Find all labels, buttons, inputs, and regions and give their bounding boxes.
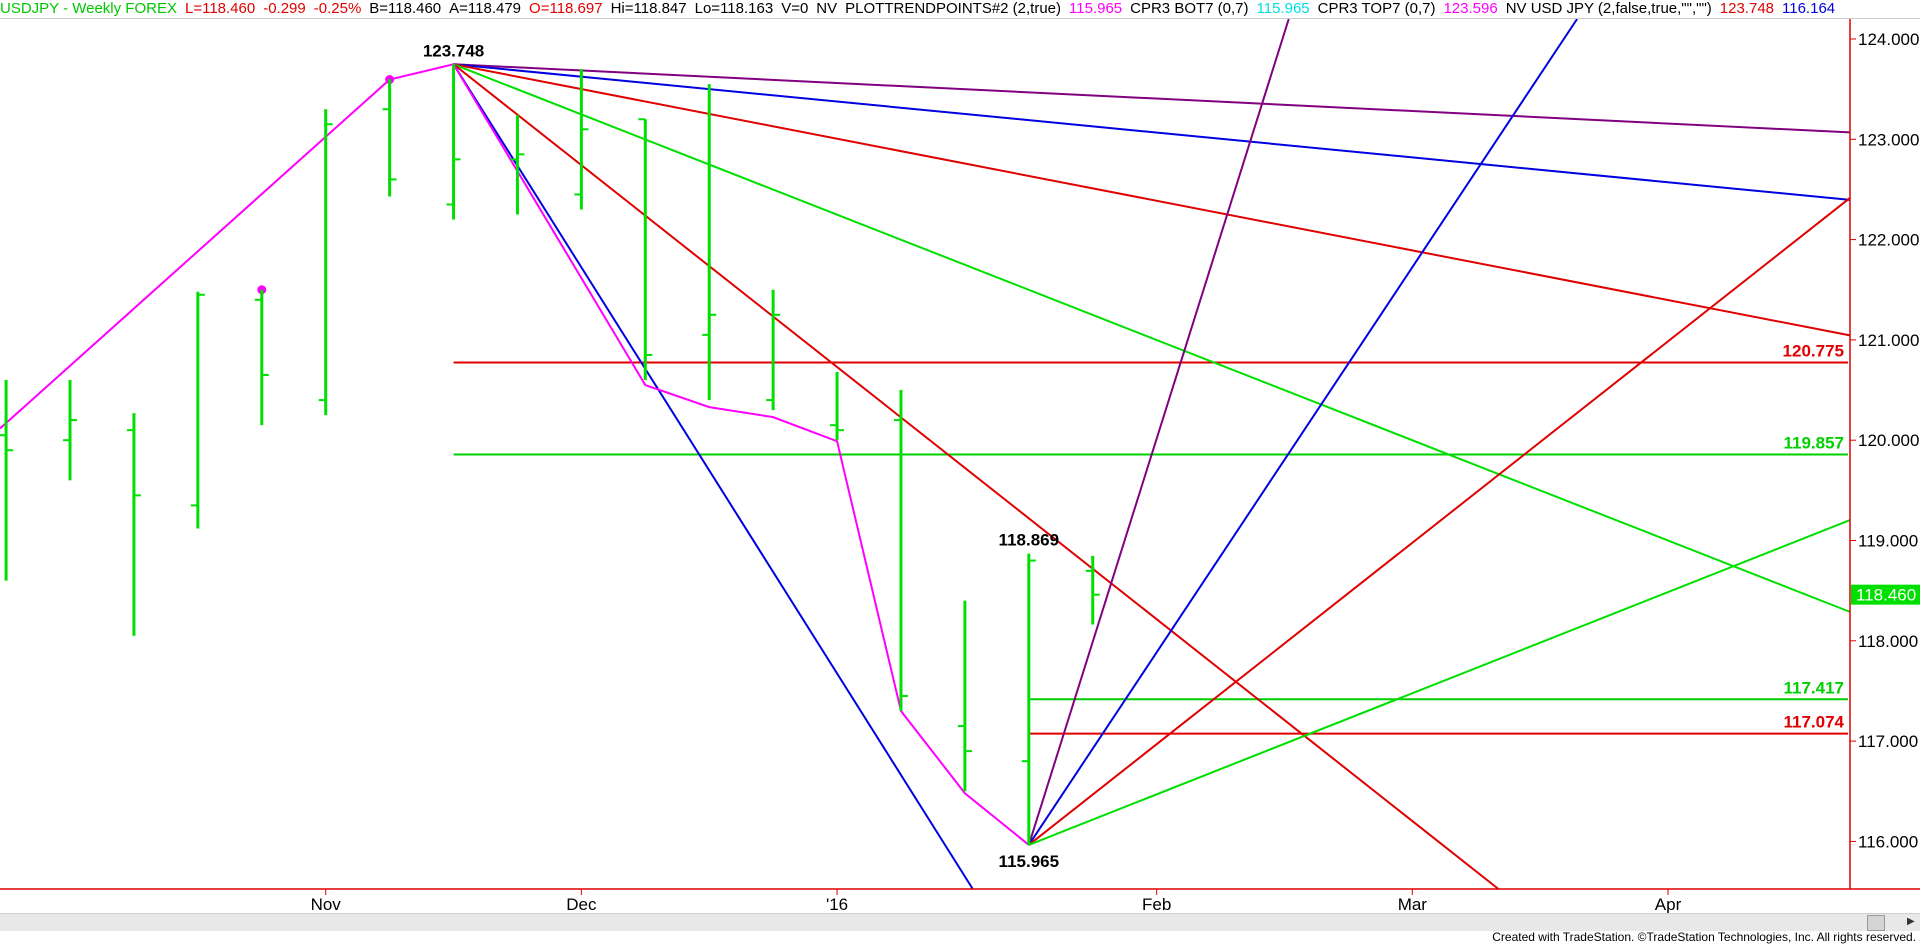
level-label: 119.857: [1783, 434, 1844, 453]
level-label: 117.417: [1783, 678, 1844, 697]
price-tick-label: 121.000: [1858, 331, 1919, 350]
header-item: NV USD JPY (2,false,true,"",""): [1505, 0, 1712, 17]
header-item: A=118.479: [449, 0, 522, 17]
price-annotation: 115.965: [999, 852, 1060, 871]
trendline: [1028, 519, 1851, 846]
trendline: [453, 63, 1851, 201]
price-tick-label: 116.000: [1858, 832, 1918, 851]
trendline: [1027, 18, 1290, 846]
price-annotation: 123.748: [423, 41, 484, 60]
price-tick-label: 124.000: [1858, 30, 1919, 49]
time-tick-label: Apr: [1655, 895, 1682, 913]
header-item: -0.25%: [313, 0, 362, 17]
time-tick-label: Mar: [1398, 895, 1428, 913]
header-item: Lo=118.163: [694, 0, 774, 17]
footer-copyright: Created with TradeStation. ©TradeStation…: [1492, 930, 1916, 944]
price-tick-label: 123.000: [1858, 130, 1919, 149]
trendline: [453, 63, 1851, 134]
trendline: [452, 63, 1500, 890]
header-item: 115.965: [1256, 0, 1310, 17]
header-item: B=118.460: [369, 0, 442, 17]
header-item: 115.965: [1069, 0, 1123, 17]
price-tick-label: 122.000: [1858, 231, 1919, 250]
scroll-right-arrow-icon[interactable]: ▶: [1907, 916, 1915, 927]
trendline: [1028, 197, 1851, 846]
price-tick-label: 117.000: [1858, 732, 1918, 751]
header-item: -0.299: [263, 0, 306, 17]
time-tick-label: Nov: [311, 895, 342, 913]
horizontal-scrollbar[interactable]: ▶: [0, 913, 1920, 931]
price-tick-label: 120.000: [1858, 431, 1919, 450]
header-item: 123.748: [1719, 0, 1775, 17]
header-item: L=118.460: [184, 0, 256, 17]
price-tick-label: 119.000: [1858, 532, 1918, 551]
header-item: CPR3 BOT7 (0,7): [1130, 0, 1249, 17]
price-chart[interactable]: 124.000 123.000 122.000 121.000 120.000 119.0…: [0, 0, 1920, 913]
header-item: NV: [816, 0, 838, 17]
header-item: Hi=118.847: [610, 0, 687, 17]
trendline: [452, 63, 974, 890]
header-item: PLOTTRENDPOINTS#2 (2,true): [845, 0, 1062, 17]
header-item: USDJPY - Weekly FOREX: [0, 0, 177, 17]
trendline: [453, 63, 1851, 337]
time-tick-label: Dec: [566, 895, 597, 913]
price-annotation: 118.869: [999, 531, 1060, 550]
chart-header-legend: USDJPY - Weekly FOREX L=118.460 -0.299 -0.2…: [0, 0, 1920, 19]
time-tick-label: '16: [826, 895, 848, 913]
trendline: [1027, 18, 1578, 846]
scrollbar-thumb[interactable]: [1867, 915, 1885, 931]
trend-points-line: [0, 63, 1030, 846]
level-label: 117.074: [1783, 713, 1844, 732]
header-item: 116.164: [1782, 0, 1836, 17]
header-item: O=118.697: [529, 0, 603, 17]
plot-area: [0, 18, 1851, 890]
last-price-box: [1851, 584, 1920, 605]
header-item: V=0: [781, 0, 809, 17]
header-item: 123.596: [1443, 0, 1498, 17]
trendline: [453, 63, 1851, 613]
header-item: CPR3 TOP7 (0,7): [1317, 0, 1436, 17]
time-tick-label: Feb: [1142, 895, 1171, 913]
price-tick-label: 118.000: [1858, 632, 1918, 651]
level-label: 120.775: [1783, 341, 1844, 360]
last-price-label: 118.460: [1856, 586, 1916, 605]
